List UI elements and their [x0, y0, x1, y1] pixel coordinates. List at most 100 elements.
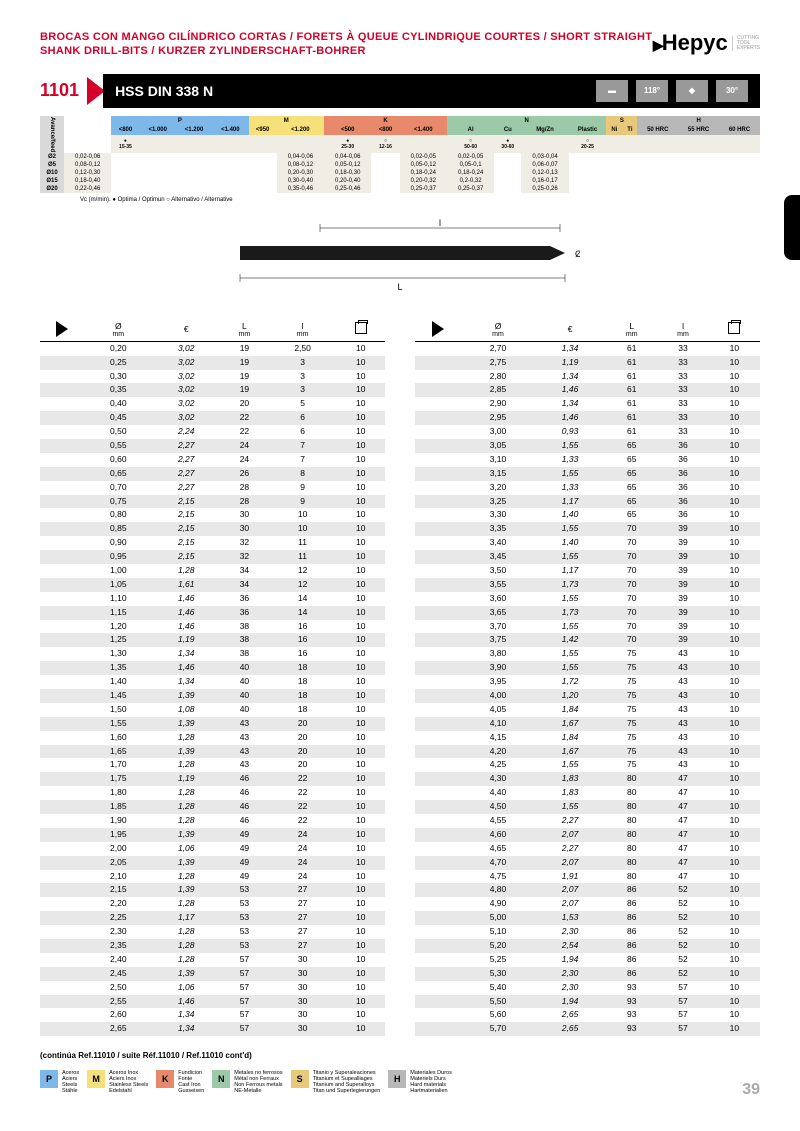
feed-cell — [111, 153, 139, 161]
feed-cell — [212, 185, 248, 193]
feed-cell — [249, 177, 277, 185]
table-row: 3,151,55653610 — [415, 467, 760, 481]
subcol: <800 — [371, 125, 399, 135]
table-row: 0,652,2726810 — [40, 467, 385, 481]
table-row: 3,901,55754310 — [415, 661, 760, 675]
table-row: 1,051,61341210 — [40, 578, 385, 592]
feed-cell: 0,20-0,40 — [324, 177, 371, 185]
vc-cell: ○ 20-25 — [569, 135, 607, 152]
category-title: BROCAS CON MANGO CILÍNDRICO CORTAS / FOR… — [40, 30, 653, 59]
legend-text: Aceros Aciers Steels Stähle — [62, 1070, 79, 1094]
feed-cell: 0,05-0,12 — [324, 161, 371, 169]
feed-cell — [176, 153, 212, 161]
subcol: <1.000 — [140, 125, 176, 135]
table-row: 0,303,0219310 — [40, 370, 385, 384]
table-row: 2,001,06492410 — [40, 842, 385, 856]
table-row: 3,651,73703910 — [415, 606, 760, 620]
col-diam: Ømm — [462, 318, 534, 342]
table-row: 0,453,0222610 — [40, 411, 385, 425]
table-row: 2,301,28532710 — [40, 925, 385, 939]
vc-cell — [176, 135, 212, 152]
feed-cell — [678, 161, 719, 169]
diam-label: Ø2 — [40, 153, 64, 161]
feed-label: Avance/feed — [40, 116, 64, 153]
table-row: 2,901,34613310 — [415, 397, 760, 411]
section-title: HSS DIN 338 N — [115, 83, 213, 99]
table-row: 5,251,94865210 — [415, 953, 760, 967]
vc-cell — [212, 135, 248, 152]
vc-cell — [400, 135, 447, 152]
logo-tagline: CUTTING TOOL EXPERTS — [732, 36, 760, 51]
legend-box: H — [388, 1070, 406, 1088]
vc-cell — [622, 135, 637, 152]
legend-item: STitanio y Superaleaciones Titanium et S… — [291, 1070, 381, 1094]
feed-cell — [637, 177, 678, 185]
feed-cell — [622, 169, 637, 177]
table-row: 0,802,15301010 — [40, 508, 385, 522]
table-row: 0,752,1528910 — [40, 495, 385, 509]
feed-cell — [494, 169, 521, 177]
table-row: 4,301,83804710 — [415, 772, 760, 786]
feed-cell — [111, 169, 139, 177]
vc-cell — [140, 135, 176, 152]
feed-cell: 0,25-0,26 — [521, 185, 568, 193]
col-price: € — [152, 318, 220, 342]
table-row: 0,403,0220510 — [40, 397, 385, 411]
feed-cell — [606, 169, 622, 177]
vc-cell: ● 25-30 — [324, 135, 371, 152]
vc-cell: ○ 12-16 — [371, 135, 399, 152]
feed-cell: 0,25-0,37 — [447, 185, 494, 193]
table-row: 5,102,30865210 — [415, 925, 760, 939]
vc-cell — [678, 135, 719, 152]
subcol: 50 HRC — [637, 125, 678, 135]
feed-cell — [249, 161, 277, 169]
table-row: 4,051,84754310 — [415, 703, 760, 717]
feed-cell — [140, 169, 176, 177]
table-row: 1,801,28462210 — [40, 786, 385, 800]
legend-box: P — [40, 1070, 58, 1088]
feed-cell — [622, 185, 637, 193]
feed-cell: 0,08-0,12 — [277, 161, 324, 169]
table-row: 0,203,02192,5010 — [40, 341, 385, 355]
diam-label: Ø15 — [40, 177, 64, 185]
svg-text:Ø: Ø — [575, 249, 580, 259]
feed-cell: 0,05-0,1 — [447, 161, 494, 169]
legend-item: PAceros Aciers Steels Stähle — [40, 1070, 79, 1094]
table-row: 3,351,55703910 — [415, 522, 760, 536]
col-arrow — [415, 318, 462, 342]
table-row: 1,301,34381610 — [40, 647, 385, 661]
specifications-tables: Ømm€Lmmlmm 0,203,02192,50100,253,0219310… — [40, 318, 760, 1037]
feed-cell — [606, 185, 622, 193]
feed-cell: 0,20-0,32 — [400, 177, 447, 185]
page-tab — [784, 195, 800, 260]
table-row: 4,702,07804710 — [415, 856, 760, 870]
table-row: 0,353,0219310 — [40, 383, 385, 397]
table-row: 4,201,67754310 — [415, 745, 760, 759]
table-row: 2,951,46613310 — [415, 411, 760, 425]
feed-cell: 0,02-0,05 — [447, 153, 494, 161]
subcol: 55 HRC — [678, 125, 719, 135]
legend-box: S — [291, 1070, 309, 1088]
feed-cell — [494, 161, 521, 169]
vc-cell — [637, 135, 678, 152]
table-row: 1,751,19462210 — [40, 772, 385, 786]
feed-cell — [678, 177, 719, 185]
table-row: 3,101,33653610 — [415, 453, 760, 467]
table-row: 0,902,15321110 — [40, 536, 385, 550]
feed-cell: 0,02-0,06 — [64, 153, 111, 161]
feed-cell — [569, 185, 607, 193]
feed-cell: 0,18-0,24 — [447, 169, 494, 177]
subcol: <1.200 — [176, 125, 212, 135]
table-row: 2,051,39492410 — [40, 856, 385, 870]
drill-diagram: l Ø L — [40, 218, 760, 303]
table-row: 4,101,67754310 — [415, 717, 760, 731]
table-row: 2,851,46613310 — [415, 383, 760, 397]
angle-30-icon: 30° — [716, 80, 748, 102]
table-row: 5,501,94935710 — [415, 995, 760, 1009]
legend-box: K — [156, 1070, 174, 1088]
table-row: 4,751,91804710 — [415, 870, 760, 884]
table-row: 1,701,28432010 — [40, 758, 385, 772]
legend-text: Fundicion Fonte Cast Iron Gusseisen — [178, 1070, 204, 1094]
vc-cell — [719, 135, 760, 152]
feed-cell: 0,2-0,32 — [447, 177, 494, 185]
